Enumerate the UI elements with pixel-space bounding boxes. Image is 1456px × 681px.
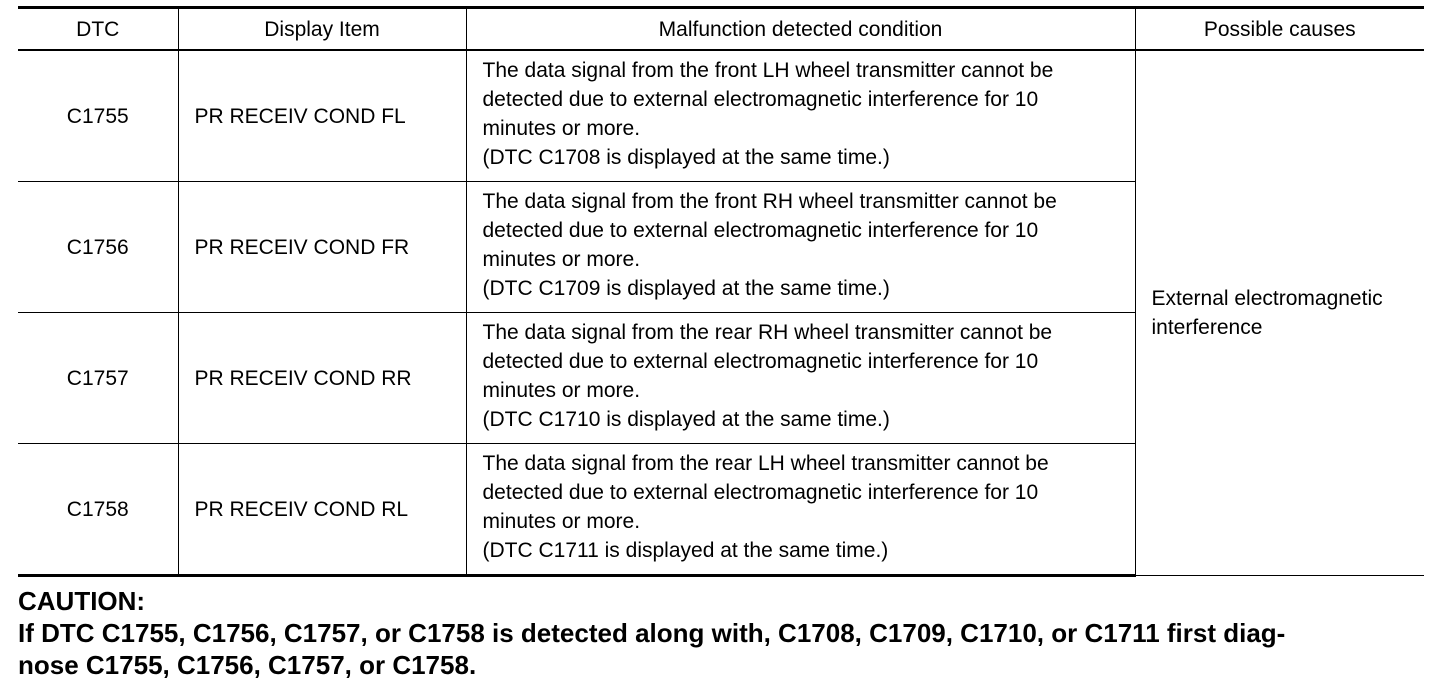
condition-line: (DTC C1708 is displayed at the same time…: [482, 146, 890, 169]
header-dtc: DTC: [18, 6, 179, 51]
condition-line: minutes or more.: [482, 117, 641, 140]
condition-line: minutes or more.: [482, 379, 641, 402]
caution-block: CAUTION: If DTC C1755, C1756, C1757, or …: [18, 585, 1424, 681]
display-item: PR RECEIV COND RL: [177, 443, 467, 577]
table-row: C1758 PR RECEIV COND RL The data signal …: [18, 443, 1424, 577]
table-row: C1757 PR RECEIV COND RR The data signal …: [18, 312, 1424, 444]
condition-line: (DTC C1710 is displayed at the same time…: [482, 408, 890, 431]
malfunction-condition: The data signal from the rear LH wheel t…: [465, 443, 1135, 577]
header-malfunction-condition: Malfunction detected condition: [465, 6, 1136, 51]
header-display-item: Display Item: [177, 6, 467, 51]
malfunction-condition: The data signal from the front LH wheel …: [465, 49, 1136, 182]
condition-line: detected due to external electromagnetic…: [482, 350, 1039, 373]
dtc-code: C1755: [18, 49, 179, 182]
possible-cause-line: interference: [1151, 316, 1263, 339]
condition-line: minutes or more.: [482, 248, 641, 271]
condition-line: detected due to external electromagnetic…: [482, 481, 1039, 504]
condition-line: detected due to external electromagnetic…: [482, 219, 1039, 242]
dtc-table: DTC Display Item Malfunction detected co…: [18, 6, 1424, 577]
table-row: C1755 PR RECEIV COND FL The data signal …: [18, 49, 1424, 576]
document-page: DTC Display Item Malfunction detected co…: [18, 6, 1424, 681]
condition-line: (DTC C1709 is displayed at the same time…: [482, 277, 890, 300]
caution-text-line: If DTC C1755, C1756, C1757, or C1758 is …: [18, 618, 1286, 648]
condition-line: The data signal from the front RH wheel …: [482, 190, 1057, 213]
condition-line: The data signal from the rear LH wheel t…: [482, 452, 1049, 475]
header-possible-causes: Possible causes: [1134, 6, 1424, 51]
condition-line: The data signal from the front LH wheel …: [482, 59, 1054, 82]
table-row: C1756 PR RECEIV COND FR The data signal …: [18, 181, 1424, 313]
display-item: PR RECEIV COND FR: [177, 181, 467, 313]
possible-cause-line: External electromagnetic: [1151, 287, 1383, 310]
malfunction-condition: The data signal from the rear RH wheel t…: [465, 312, 1135, 444]
caution-title: CAUTION:: [18, 586, 146, 616]
display-item: PR RECEIV COND RR: [177, 312, 467, 444]
caution-text-line: nose C1755, C1756, C1757, or C1758.: [18, 650, 477, 680]
condition-line: minutes or more.: [482, 510, 641, 533]
dtc-code: C1756: [18, 181, 179, 313]
possible-causes: External electromagnetic interference: [1134, 49, 1424, 576]
display-item: PR RECEIV COND FL: [177, 49, 467, 182]
table-header-row: DTC Display Item Malfunction detected co…: [18, 6, 1424, 51]
condition-line: (DTC C1711 is displayed at the same time…: [482, 539, 889, 562]
dtc-code: C1758: [18, 443, 179, 577]
malfunction-condition: The data signal from the front RH wheel …: [465, 181, 1135, 313]
condition-line: detected due to external electromagnetic…: [482, 88, 1039, 111]
dtc-code: C1757: [18, 312, 179, 444]
condition-line: The data signal from the rear RH wheel t…: [482, 321, 1053, 344]
